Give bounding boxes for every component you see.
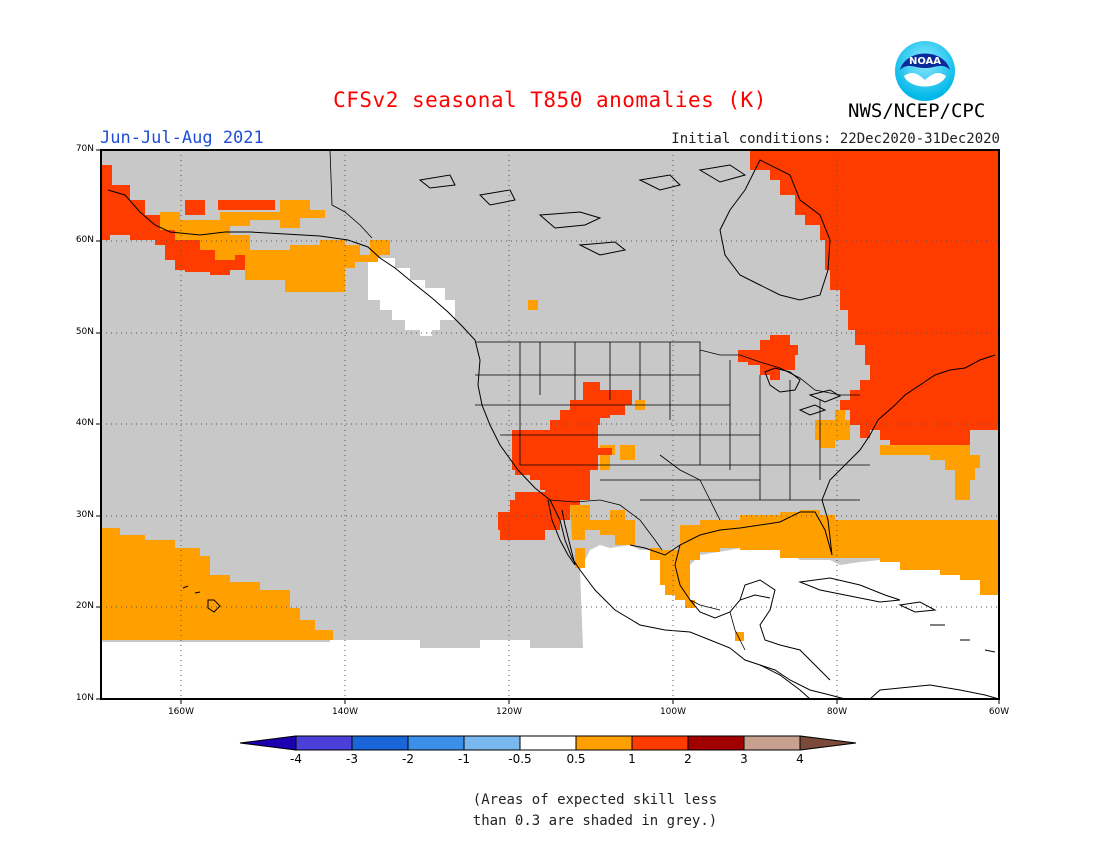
colorbar-boxes bbox=[239, 735, 857, 751]
skill-note-line2: than 0.3 are shaded in grey.) bbox=[472, 813, 718, 829]
lon-label-80w: 80W bbox=[826, 707, 848, 717]
lat-label-10n: 10N bbox=[75, 693, 94, 703]
skill-note-line1: (Areas of expected skill less bbox=[472, 792, 718, 808]
anomaly-1-to-2-regions bbox=[101, 150, 999, 540]
anomaly-0.5-to-1-regions bbox=[101, 200, 999, 641]
colorbar-box bbox=[631, 735, 689, 751]
colorbar-label: -2 bbox=[402, 752, 414, 766]
no-signal-regions bbox=[368, 258, 455, 336]
colorbar-label: 0.5 bbox=[566, 752, 586, 766]
colorbar-label: 3 bbox=[740, 752, 748, 766]
lat-label-40n: 40N bbox=[75, 418, 94, 428]
initial-conditions: Initial conditions: 22Dec2020-31Dec2020 bbox=[671, 131, 1000, 147]
colorbar-box bbox=[687, 735, 745, 751]
lon-label-140w: 140W bbox=[331, 707, 359, 717]
colorbar-box bbox=[575, 735, 633, 751]
axis-ticks bbox=[96, 149, 1000, 704]
colorbar-label: -3 bbox=[346, 752, 358, 766]
colorbar-box bbox=[463, 735, 521, 751]
lat-label-20n: 20N bbox=[75, 601, 94, 611]
colorbar-box bbox=[743, 735, 801, 751]
skill-note: (Areas of expected skill less than 0.3 a… bbox=[430, 790, 760, 832]
colorbar-extend-high bbox=[799, 735, 857, 751]
colorbar-extend-low bbox=[239, 735, 297, 751]
colorbar-label: -1 bbox=[458, 752, 470, 766]
colorbar-label: 2 bbox=[684, 752, 692, 766]
colorbar-box bbox=[407, 735, 465, 751]
lat-label-50n: 50N bbox=[75, 327, 94, 337]
colorbar-label: 1 bbox=[628, 752, 636, 766]
logo-text: NOAA bbox=[909, 56, 941, 67]
colorbar-label: -0.5 bbox=[508, 752, 532, 766]
map-title: CFSv2 seasonal T850 anomalies (K) bbox=[333, 88, 767, 112]
lon-label-160w: 160W bbox=[167, 707, 195, 717]
lon-label-100w: 100W bbox=[659, 707, 687, 717]
lon-label-120w: 120W bbox=[495, 707, 523, 717]
agency-label: NWS/NCEP/CPC bbox=[848, 100, 986, 122]
lat-label-60n: 60N bbox=[75, 235, 94, 245]
lat-label-30n: 30N bbox=[75, 510, 94, 520]
colorbar-label: -4 bbox=[290, 752, 302, 766]
lon-label-60w: 60W bbox=[988, 707, 1010, 717]
political-borders bbox=[329, 149, 870, 651]
colorbar-box bbox=[295, 735, 353, 751]
lat-label-70n: 70N bbox=[75, 144, 94, 154]
noaa-logo-icon: NOAA bbox=[895, 41, 955, 101]
forecast-period: Jun-Jul-Aug 2021 bbox=[100, 128, 264, 148]
colorbar-box bbox=[351, 735, 409, 751]
colorbar-box bbox=[519, 735, 577, 751]
colorbar-label: 4 bbox=[796, 752, 804, 766]
